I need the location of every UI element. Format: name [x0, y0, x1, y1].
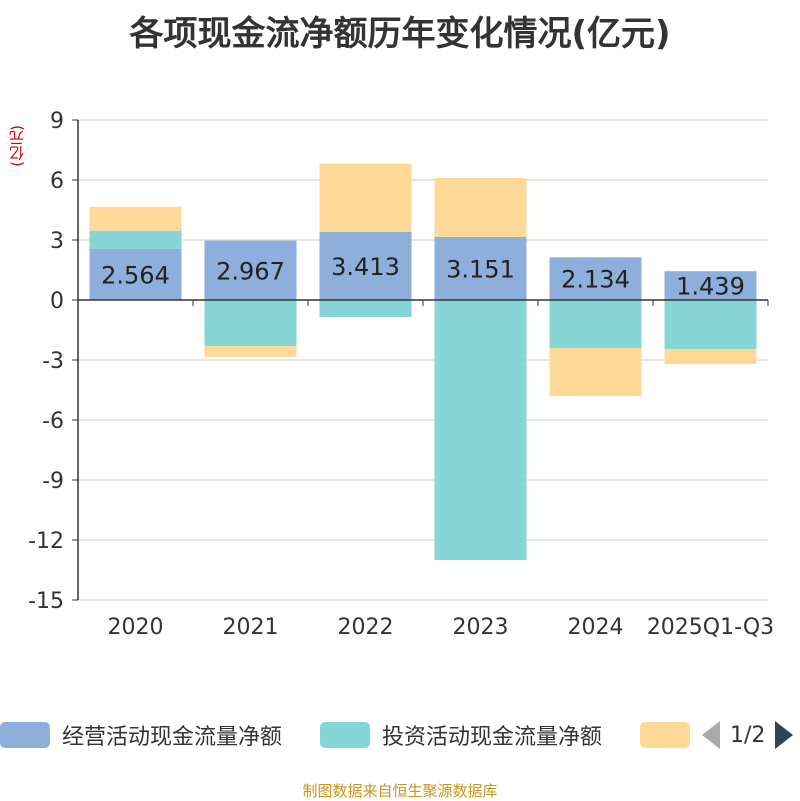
bar-1-2021 [204, 240, 297, 300]
x-tick-label: 2023 [453, 615, 509, 640]
bar-1-2025Q1-Q3 [664, 271, 757, 300]
bar-3-2024 [549, 348, 642, 396]
x-tick-label: 2020 [108, 615, 164, 640]
x-tick-label: 2024 [568, 615, 624, 640]
axes: 9 6 3 0 -3 -6 -9 -12 -15 2020 2021 2022 2023 2024 2025… [28, 109, 774, 640]
legend-pager: 1/2 [702, 721, 794, 749]
data-label: 3.151 [446, 255, 515, 283]
y-tick-label: 9 [50, 109, 64, 134]
source-note: 制图数据来自恒生聚源数据库 [302, 782, 498, 800]
y-tick-label: -9 [42, 469, 64, 494]
y-tick-label: -6 [42, 409, 64, 434]
bar-3-2020 [89, 206, 182, 231]
bars [89, 163, 757, 560]
y-tick-label: -3 [42, 349, 64, 374]
data-label: 1.439 [676, 273, 745, 301]
prev-page-icon[interactable] [702, 721, 720, 749]
bar-1-2023 [434, 236, 527, 300]
legend-swatch-operating [0, 722, 50, 748]
bar-2-2020 [89, 230, 182, 249]
legend-swatch-financing [640, 722, 690, 748]
y-tick-label: 3 [50, 229, 64, 254]
bar-2-2025Q1-Q3 [664, 300, 757, 349]
data-label: 3.413 [331, 253, 400, 281]
legend-item-operating[interactable]: 经营活动现金流量净额 [0, 715, 282, 755]
legend-label-operating: 经营活动现金流量净额 [62, 725, 283, 750]
data-label: 2.967 [216, 257, 285, 285]
data-labels: 2.564 2.967 3.413 3.151 2.134 1.439 [101, 253, 745, 301]
x-tick-label: 2022 [338, 615, 394, 640]
legend-swatch-investing [320, 722, 370, 748]
bar-3-2021 [204, 346, 297, 357]
bar-3-2023 [434, 177, 527, 237]
chart-title: 各项现金流净额历年变化情况(亿元) [129, 14, 671, 54]
bar-1-2020 [89, 248, 182, 300]
legend-item-investing[interactable]: 投资活动现金流量净额 [320, 715, 602, 755]
y-tick-label: 0 [50, 289, 64, 314]
bar-2-2023 [434, 300, 527, 560]
y-tick-label: -12 [28, 529, 64, 554]
bar-2-2021 [204, 300, 297, 346]
x-tick-label: 2025Q1-Q3 [647, 615, 774, 640]
legend-label-investing: 投资活动现金流量净额 [382, 725, 603, 750]
bar-3-2022 [319, 163, 412, 232]
next-page-icon[interactable] [775, 721, 794, 749]
x-tick-label: 2021 [223, 615, 279, 640]
bar-3-2025Q1-Q3 [664, 349, 757, 364]
legend: 经营活动现金流量净额 投资活动现金流量净额 1/2 [0, 715, 800, 755]
legend-page-indicator: 1/2 [730, 722, 766, 748]
bar-1-2022 [319, 231, 412, 300]
y-tick-label: 6 [50, 169, 64, 194]
bar-2-2022 [319, 300, 412, 317]
data-label: 2.564 [101, 261, 170, 289]
data-label: 2.134 [561, 266, 630, 294]
y-tick-label: -15 [28, 589, 64, 614]
bar-1-2024 [549, 257, 642, 300]
bar-2-2024 [549, 300, 642, 348]
legend-item-financing[interactable] [640, 715, 702, 755]
